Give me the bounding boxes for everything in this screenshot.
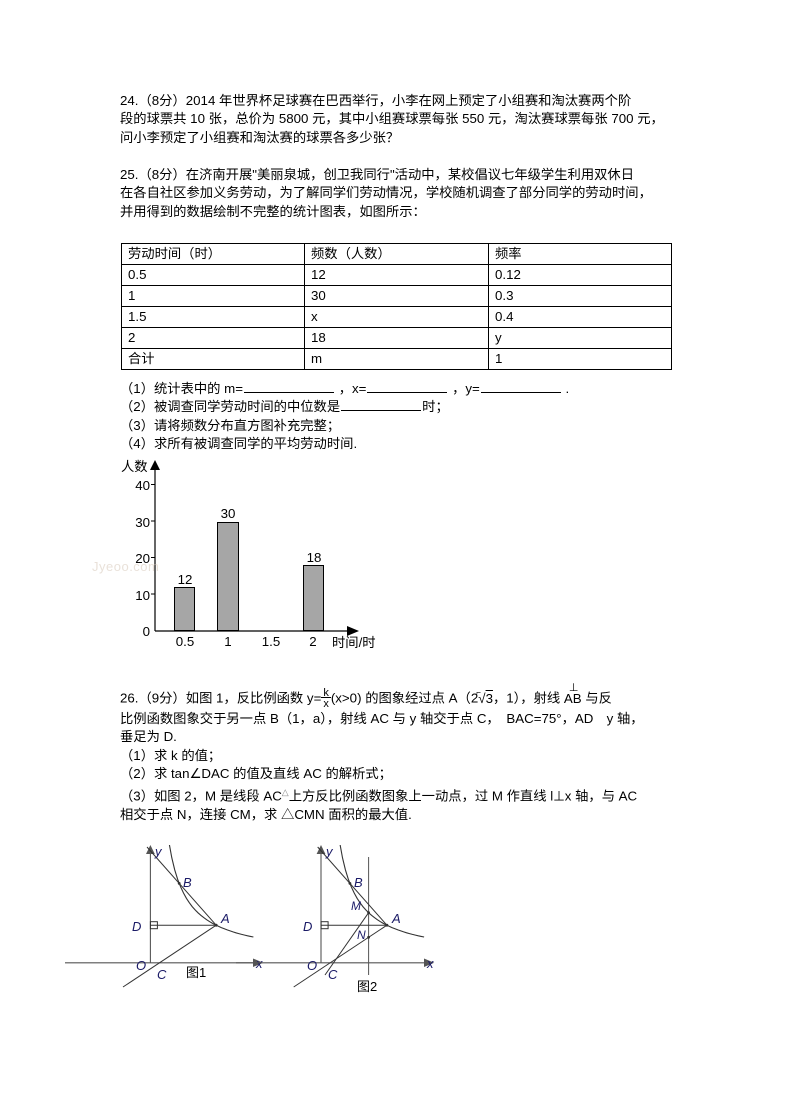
svg-text:M: M bbox=[351, 899, 361, 913]
svg-text:B: B bbox=[354, 875, 363, 890]
svg-text:N: N bbox=[357, 928, 366, 942]
svg-text:A: A bbox=[391, 911, 401, 926]
svg-text:O: O bbox=[307, 958, 317, 973]
svg-text:x: x bbox=[255, 956, 263, 971]
svg-text:A: A bbox=[220, 911, 230, 926]
svg-text:D: D bbox=[132, 919, 141, 934]
svg-text:C: C bbox=[157, 967, 167, 982]
svg-text:y: y bbox=[154, 845, 163, 859]
svg-text:y: y bbox=[325, 845, 334, 859]
svg-text:O: O bbox=[136, 958, 146, 973]
svg-text:C: C bbox=[328, 967, 338, 982]
svg-text:x: x bbox=[426, 956, 434, 971]
svg-text:图2: 图2 bbox=[357, 979, 377, 994]
svg-text:图1: 图1 bbox=[186, 965, 206, 980]
svg-text:B: B bbox=[183, 875, 192, 890]
svg-text:D: D bbox=[303, 919, 312, 934]
